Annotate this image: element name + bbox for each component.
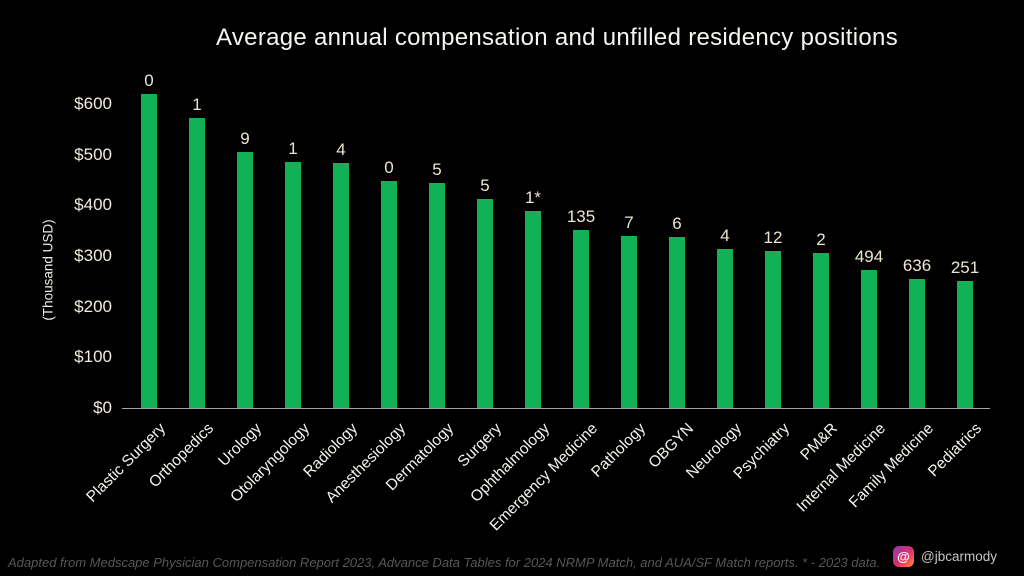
y-tick-label: $100 xyxy=(74,347,112,367)
bar-value-label: 7 xyxy=(624,213,634,233)
bar xyxy=(381,180,397,408)
bar-cell: 0 xyxy=(365,158,413,408)
bar xyxy=(573,229,589,408)
bar-value-label: 6 xyxy=(672,214,682,234)
bar xyxy=(621,236,637,408)
bar-value-label: 636 xyxy=(902,255,932,275)
bar-cell: 636 xyxy=(893,256,941,408)
y-tick-label: $300 xyxy=(74,245,112,265)
author-handle: @jbcarmody xyxy=(921,549,997,564)
bar xyxy=(237,151,253,408)
bar-value-label: 1 xyxy=(288,139,298,159)
bar xyxy=(477,199,493,408)
bar-cell: 5 xyxy=(413,160,461,408)
bar xyxy=(285,162,301,408)
bar-chart: 0 1 9 1 4 0 5 5 1* 135 7 6 4 12 2 494 636 251 xyxy=(125,71,989,408)
bar xyxy=(813,252,829,408)
bar xyxy=(669,237,685,408)
bar-cell: 1 xyxy=(173,94,221,408)
bars: 0 1 9 1 4 0 5 5 1* 135 7 6 4 12 2 494 636 251 xyxy=(125,71,989,408)
bar xyxy=(429,183,445,408)
bar-value-label: 0 xyxy=(384,157,394,177)
bar-cell: 135 xyxy=(557,206,605,408)
bar xyxy=(909,278,925,408)
y-tick-label: $600 xyxy=(74,93,112,113)
bar-value-label: 494 xyxy=(854,246,884,266)
author-credit: @ @jbcarmody xyxy=(893,546,997,567)
x-axis-line xyxy=(122,408,990,409)
bar xyxy=(765,251,781,408)
bar-value-label: 135 xyxy=(566,206,596,226)
threads-icon: @ xyxy=(893,546,914,567)
bar-cell: 4 xyxy=(317,140,365,408)
y-tick-label: $200 xyxy=(74,296,112,316)
bar xyxy=(717,249,733,408)
bar-value-label: 0 xyxy=(144,71,154,91)
bar-value-label: 4 xyxy=(720,226,730,246)
bar-cell: 1* xyxy=(509,188,557,408)
bar-cell: 7 xyxy=(605,213,653,408)
bar-cell: 5 xyxy=(461,176,509,408)
bar-cell: 12 xyxy=(749,228,797,408)
bar xyxy=(525,211,541,408)
bar-cell: 2 xyxy=(797,230,845,408)
bar xyxy=(861,269,877,408)
source-note: Adapted from Medscape Physician Compensa… xyxy=(8,555,881,570)
chart-title: Average annual compensation and unfilled… xyxy=(216,24,898,51)
y-tick-label: $0 xyxy=(93,398,112,417)
bar-cell: 0 xyxy=(125,71,173,408)
y-tick-label: $400 xyxy=(74,195,112,215)
bar-cell: 4 xyxy=(701,226,749,408)
bar xyxy=(141,94,157,408)
y-axis: $0 $100 $200 $300 $400 $500 $600 xyxy=(0,80,112,416)
bar-value-label: 5 xyxy=(432,160,442,180)
bar-value-label: 251 xyxy=(950,257,980,277)
bar-value-label: 1* xyxy=(524,188,542,208)
x-axis: Plastic Surgery Orthopedics Urology Otolary… xyxy=(83,408,989,576)
bar-value-label: 4 xyxy=(336,140,346,160)
bar-cell: 6 xyxy=(653,214,701,408)
bar-value-label: 1 xyxy=(192,94,202,114)
bar-cell: 9 xyxy=(221,128,269,408)
bar-cell: 251 xyxy=(941,258,989,408)
bar-value-label: 12 xyxy=(763,228,783,248)
bar-cell: 1 xyxy=(269,139,317,408)
bar xyxy=(957,280,973,408)
bar-cell: 494 xyxy=(845,247,893,408)
bar xyxy=(333,163,349,408)
bar-value-label: 9 xyxy=(240,128,250,148)
bar-value-label: 2 xyxy=(816,229,826,249)
bar-value-label: 5 xyxy=(480,176,490,196)
y-tick-label: $500 xyxy=(74,144,112,164)
bar xyxy=(189,117,205,408)
